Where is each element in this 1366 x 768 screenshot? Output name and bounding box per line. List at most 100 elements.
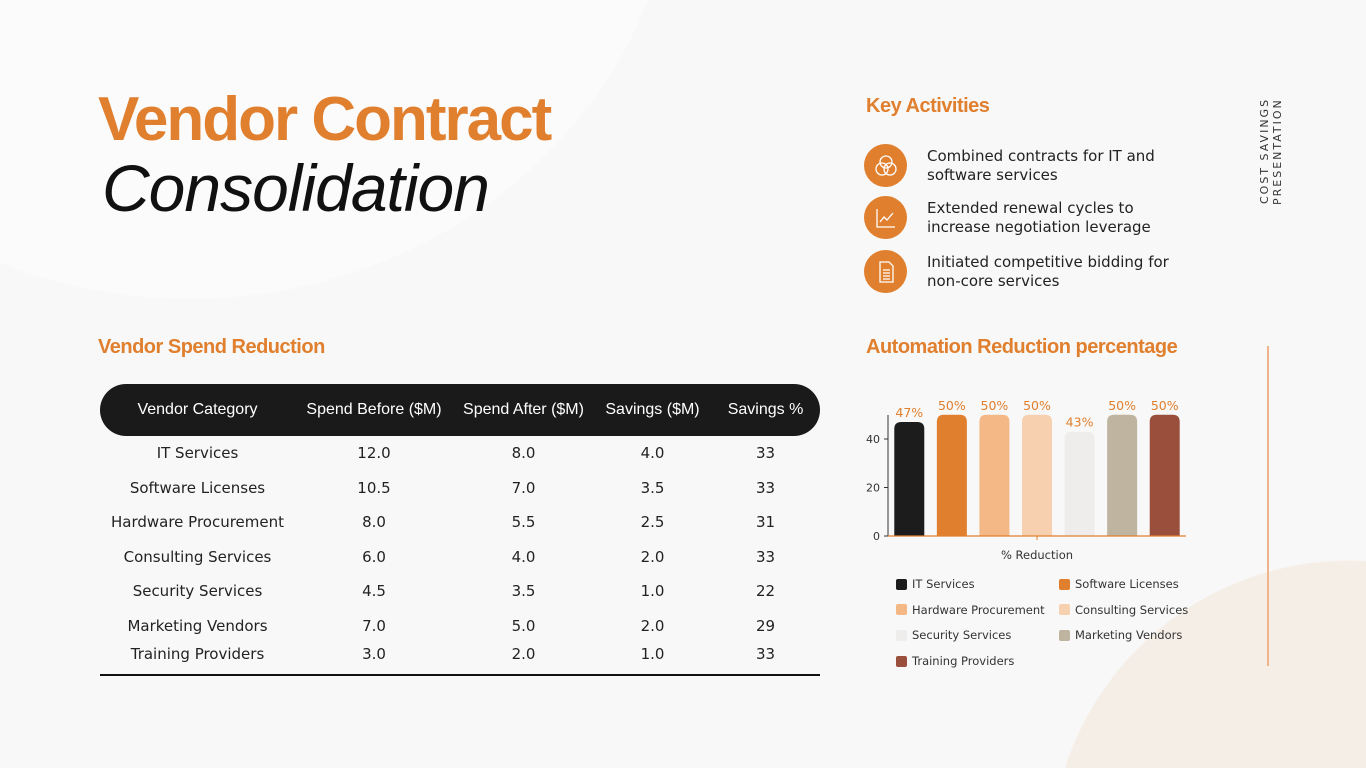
table-cell: 3.5 bbox=[640, 478, 665, 497]
legend-item: Security Services bbox=[896, 628, 1011, 642]
table-row: Marketing Vendors 7.0 5.0 2.0 29 bbox=[100, 609, 820, 644]
venn-circles-icon bbox=[864, 144, 907, 187]
legend-label: Security Services bbox=[912, 628, 1012, 643]
table-row: Training Providers 3.0 2.0 1.0 33 bbox=[100, 643, 820, 676]
table-cell: 3.5 bbox=[511, 582, 536, 601]
bar bbox=[894, 422, 925, 536]
vendor-spend-table: Vendor Category Spend Before ($M) Spend … bbox=[100, 384, 820, 676]
legend-swatch bbox=[896, 578, 907, 590]
table-cell: 8.0 bbox=[362, 513, 386, 532]
table-cell: 29 bbox=[755, 616, 776, 635]
table-cell: 7.0 bbox=[362, 616, 386, 635]
table-row: Consulting Services 6.0 4.0 2.0 33 bbox=[100, 540, 820, 575]
activity-item: Initiated competitive bidding for non-co… bbox=[864, 250, 1187, 293]
legend-swatch bbox=[1059, 578, 1070, 590]
table-cell: 33 bbox=[755, 478, 776, 497]
table-row: Software Licenses 10.5 7.0 3.5 33 bbox=[100, 471, 820, 506]
chart-title: Automation Reduction percentage bbox=[866, 336, 1178, 358]
x-axis-label: % Reduction bbox=[1001, 548, 1073, 562]
table-cell: 7.0 bbox=[511, 478, 536, 497]
title-line-2: Consolidation bbox=[102, 151, 490, 225]
bar bbox=[1107, 414, 1138, 536]
table-cell: 33 bbox=[711, 643, 820, 676]
y-tick-label: 0 bbox=[873, 530, 880, 543]
table-row: IT Services 12.0 8.0 4.0 33 bbox=[100, 436, 820, 471]
activity-item: Extended renewal cycles to increase nego… bbox=[864, 196, 1187, 239]
table-cell: 1.0 bbox=[640, 582, 665, 601]
table-cell: 31 bbox=[755, 513, 776, 532]
legend-item: Software Licenses bbox=[1059, 577, 1179, 591]
table-cell: 6.0 bbox=[362, 547, 386, 566]
legend-item: Marketing Vendors bbox=[1059, 628, 1182, 642]
data-label: 50% bbox=[1151, 398, 1179, 413]
bar bbox=[1022, 414, 1052, 536]
column-header: Spend After ($M) bbox=[463, 401, 584, 418]
legend-swatch bbox=[896, 629, 907, 641]
legend-label: Training Providers bbox=[912, 654, 1015, 669]
table-cell: 4.0 bbox=[511, 547, 536, 566]
table-cell: Training Providers bbox=[100, 643, 295, 676]
legend-label: Hardware Procurement bbox=[912, 602, 1045, 617]
table-cell: 5.0 bbox=[511, 616, 536, 635]
column-header: Savings ($M) bbox=[605, 401, 700, 418]
activity-item: Combined contracts for IT and software s… bbox=[864, 144, 1187, 187]
legend-item: Hardware Procurement bbox=[896, 603, 1045, 617]
table-cell: 2.5 bbox=[640, 513, 665, 532]
table-cell: IT Services bbox=[156, 444, 239, 463]
data-label: 47% bbox=[895, 405, 923, 420]
data-label: 50% bbox=[981, 398, 1009, 413]
table-cell: Hardware Procurement bbox=[110, 513, 285, 532]
table-cell: Software Licenses bbox=[129, 478, 266, 497]
legend-swatch bbox=[896, 655, 907, 667]
table-cell: 8.0 bbox=[511, 444, 536, 463]
legend-item: IT Services bbox=[896, 577, 975, 591]
legend-label: Software Licenses bbox=[1075, 577, 1179, 591]
table-cell: 1.0 bbox=[594, 643, 711, 676]
table-row: Hardware Procurement 8.0 5.5 2.5 31 bbox=[100, 505, 820, 540]
bar bbox=[936, 414, 967, 536]
side-label: COST SAVINGS PRESENTATION bbox=[1258, 98, 1284, 205]
table-cell: 2.0 bbox=[640, 547, 665, 566]
legend-swatch bbox=[896, 604, 907, 616]
title-line-1: Vendor Contract bbox=[98, 85, 552, 154]
data-label: 43% bbox=[1066, 415, 1094, 430]
divider bbox=[1267, 346, 1269, 666]
key-activities-heading: Key Activities bbox=[866, 95, 990, 117]
legend-label: Consulting Services bbox=[1075, 602, 1189, 617]
table-cell: 10.5 bbox=[357, 478, 391, 497]
table-row: Security Services 4.5 3.5 1.0 22 bbox=[100, 574, 820, 609]
column-header: Vendor Category bbox=[137, 401, 258, 418]
table-cell: Consulting Services bbox=[123, 547, 272, 566]
table-cell: 33 bbox=[755, 547, 776, 566]
bar bbox=[1064, 431, 1095, 536]
activity-text: Combined contracts for IT and software s… bbox=[927, 146, 1155, 184]
table-cell: 4.0 bbox=[640, 444, 665, 463]
bar bbox=[979, 414, 1010, 536]
table-cell: 2.0 bbox=[453, 643, 594, 676]
legend-swatch bbox=[1059, 604, 1070, 616]
table-cell: Marketing Vendors bbox=[127, 616, 268, 635]
table-cell: 3.0 bbox=[295, 643, 453, 676]
legend-label: Marketing Vendors bbox=[1075, 628, 1183, 643]
table-cell: 5.5 bbox=[511, 513, 536, 532]
legend-label: IT Services bbox=[912, 577, 975, 591]
table-cell: 12.0 bbox=[357, 444, 391, 463]
table-cell: 2.0 bbox=[640, 616, 665, 635]
table-heading: Vendor Spend Reduction bbox=[98, 336, 325, 358]
y-tick-label: 40 bbox=[866, 433, 880, 446]
table-cell: Security Services bbox=[132, 582, 263, 601]
data-label: 50% bbox=[938, 398, 966, 413]
column-header: Savings % bbox=[727, 401, 804, 418]
data-label: 50% bbox=[1023, 398, 1051, 413]
activity-text: Extended renewal cycles to increase nego… bbox=[927, 198, 1151, 236]
bar bbox=[1149, 414, 1180, 536]
reduction-bar-chart: 0 20 40 47% 50% 50% 50% 43% 50% 50% % Reduction bbox=[866, 398, 1186, 562]
data-label: 50% bbox=[1108, 398, 1136, 413]
y-tick-label: 20 bbox=[866, 482, 880, 495]
legend-swatch bbox=[1059, 629, 1070, 641]
table-header-row: Vendor Category Spend Before ($M) Spend … bbox=[100, 384, 820, 436]
table-cell: 22 bbox=[755, 582, 776, 601]
activity-text: Initiated competitive bidding for non-co… bbox=[927, 252, 1169, 290]
legend-item: Consulting Services bbox=[1059, 603, 1188, 617]
column-header: Spend Before ($M) bbox=[306, 401, 442, 418]
